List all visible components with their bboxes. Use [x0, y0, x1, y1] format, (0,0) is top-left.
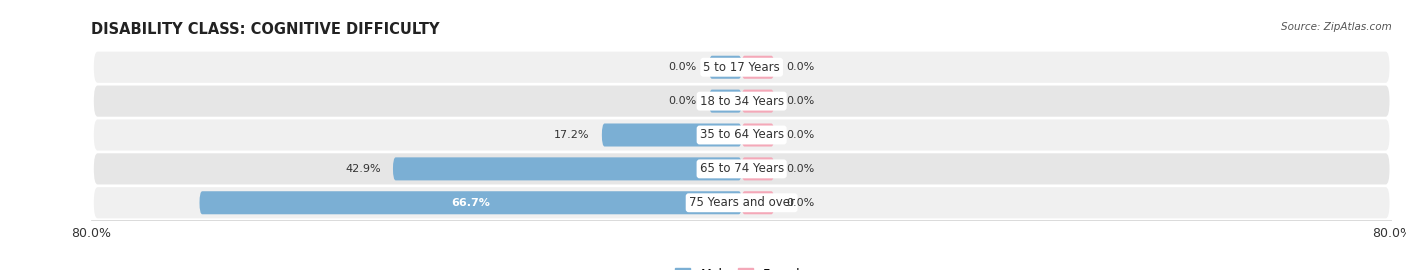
Text: 18 to 34 Years: 18 to 34 Years: [700, 94, 783, 108]
Text: Source: ZipAtlas.com: Source: ZipAtlas.com: [1281, 22, 1392, 32]
FancyBboxPatch shape: [392, 157, 742, 180]
Text: 5 to 17 Years: 5 to 17 Years: [703, 61, 780, 74]
FancyBboxPatch shape: [602, 123, 742, 147]
FancyBboxPatch shape: [742, 191, 775, 214]
FancyBboxPatch shape: [94, 52, 1389, 83]
Text: 0.0%: 0.0%: [669, 62, 697, 72]
FancyBboxPatch shape: [742, 56, 775, 79]
Text: 0.0%: 0.0%: [786, 62, 814, 72]
Text: 65 to 74 Years: 65 to 74 Years: [700, 162, 783, 176]
Text: 35 to 64 Years: 35 to 64 Years: [700, 129, 783, 141]
FancyBboxPatch shape: [709, 56, 742, 79]
FancyBboxPatch shape: [742, 157, 775, 180]
Text: 0.0%: 0.0%: [786, 130, 814, 140]
Text: 66.7%: 66.7%: [451, 198, 491, 208]
Text: 17.2%: 17.2%: [554, 130, 589, 140]
Text: DISABILITY CLASS: COGNITIVE DIFFICULTY: DISABILITY CLASS: COGNITIVE DIFFICULTY: [91, 22, 440, 37]
FancyBboxPatch shape: [94, 187, 1389, 218]
FancyBboxPatch shape: [94, 153, 1389, 184]
Text: 75 Years and over: 75 Years and over: [689, 196, 794, 209]
Legend: Male, Female: Male, Female: [675, 268, 808, 270]
FancyBboxPatch shape: [94, 119, 1389, 151]
FancyBboxPatch shape: [709, 90, 742, 113]
Text: 0.0%: 0.0%: [786, 164, 814, 174]
Text: 0.0%: 0.0%: [786, 96, 814, 106]
FancyBboxPatch shape: [742, 123, 775, 147]
FancyBboxPatch shape: [200, 191, 742, 214]
FancyBboxPatch shape: [742, 90, 775, 113]
FancyBboxPatch shape: [94, 86, 1389, 117]
Text: 0.0%: 0.0%: [786, 198, 814, 208]
Text: 0.0%: 0.0%: [669, 96, 697, 106]
Text: 42.9%: 42.9%: [344, 164, 381, 174]
